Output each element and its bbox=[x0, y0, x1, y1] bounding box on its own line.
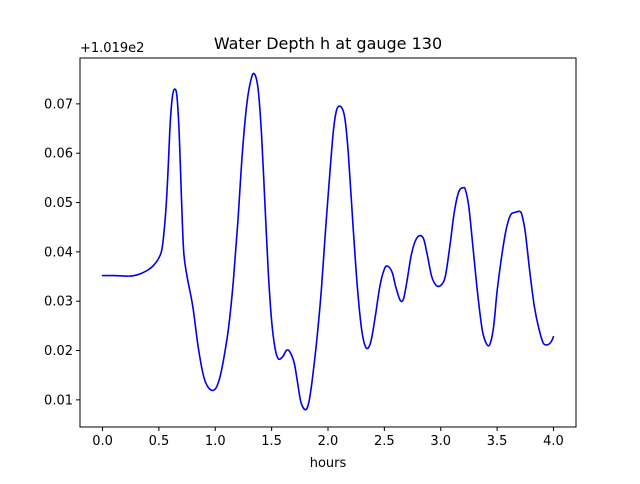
x-tick-label: 3.5 bbox=[487, 434, 508, 449]
y-axis-offset-label: +1.019e2 bbox=[80, 41, 144, 56]
x-tick-label: 4.0 bbox=[543, 434, 564, 449]
x-tick-label: 2.5 bbox=[374, 434, 395, 449]
y-tick-label: 0.06 bbox=[44, 147, 73, 162]
y-tick-label: 0.05 bbox=[44, 196, 73, 211]
y-tick-label: 0.04 bbox=[44, 245, 73, 260]
y-tick-label: 0.03 bbox=[44, 295, 73, 310]
x-axis-label: hours bbox=[310, 456, 347, 471]
x-tick-label: 1.0 bbox=[205, 434, 226, 449]
chart-title: Water Depth h at gauge 130 bbox=[214, 34, 442, 53]
y-tick-label: 0.02 bbox=[44, 344, 73, 359]
y-tick-label: 0.07 bbox=[44, 97, 73, 112]
series-layer bbox=[101, 72, 555, 411]
x-tick-label: 1.5 bbox=[261, 434, 282, 449]
series-line bbox=[101, 72, 555, 411]
x-tick-label: 3.0 bbox=[430, 434, 451, 449]
x-tick-label: 0.5 bbox=[149, 434, 170, 449]
y-axis-ticks: 0.01 0.02 0.03 0.04 0.05 0.06 0.07 bbox=[44, 97, 80, 408]
x-tick-label: 0.0 bbox=[92, 434, 113, 449]
y-tick-label: 0.01 bbox=[44, 393, 73, 408]
x-axis-ticks: 0.0 0.5 1.0 1.5 2.0 2.5 3.0 3.5 4.0 bbox=[92, 427, 564, 449]
x-tick-label: 2.0 bbox=[318, 434, 339, 449]
